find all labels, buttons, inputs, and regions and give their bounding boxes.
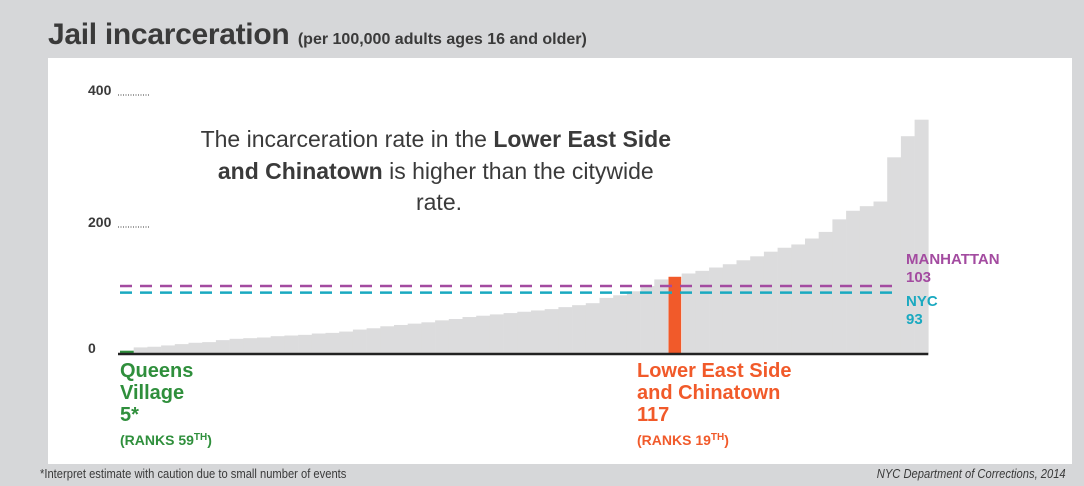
nyc-value: 93 [906,311,923,328]
bar [599,297,614,354]
nyc-label: NYC [906,293,938,310]
bar [517,311,532,354]
bar [859,206,874,354]
lower-east-side-callout: Lower East Side and Chinatown 117 (RANKS… [637,360,792,448]
bar [585,303,600,354]
queens-village-name-line2: Village [120,382,184,404]
bar [887,157,902,354]
bars-group [120,119,929,354]
bar [462,317,477,354]
bar [722,264,737,354]
bar [325,332,340,354]
manhattan-label: MANHATTAN [906,251,1000,268]
bar [654,279,669,354]
bar [873,201,888,354]
bar [202,342,217,354]
y-tick-label-200: 200 [88,214,112,230]
title-subtitle: (per 100,000 adults ages 16 and older) [297,31,587,48]
bar [257,337,271,354]
bar [448,319,463,354]
bar [161,345,176,354]
annotation-text: The incarceration rate in the Lower East… [201,126,678,215]
bar [791,244,806,354]
source-credit: NYC Department of Corrections, 2014 [877,466,1066,481]
bar [270,336,285,354]
y-tick-label-400: 400 [88,82,112,98]
bar [914,119,929,354]
queens-village-callout: Queens Village 5* (RANKS 59TH) [120,360,212,448]
title-main: Jail incarceration [48,18,290,51]
bar [763,251,778,354]
bar-lowest-queens-village [120,350,134,354]
bar [626,291,641,354]
bar [147,346,162,354]
annotation-line2: and Chinatown is higher than the citywid… [218,158,654,184]
bar [900,136,915,354]
bar [407,323,422,354]
queens-village-name-line1: Queens [120,360,193,382]
bar [366,328,381,354]
queens-village-value: 5* [120,404,139,426]
bar [613,295,628,354]
bar [750,256,765,354]
bar [311,333,326,354]
bar [284,335,299,354]
les-value: 117 [637,404,669,426]
les-name-line2: and Chinatown [637,382,780,404]
bar [435,320,450,354]
bar [558,307,573,354]
bar [572,305,587,354]
chart-title: Jail incarceration (per 100,000 adults a… [48,18,587,52]
bar [394,324,408,354]
bar [736,260,751,354]
les-rank: (RANKS 19TH) [637,432,729,448]
bar [421,322,436,354]
bar-highlight-lower-east-side [668,276,682,354]
bar [503,313,518,354]
bar [695,270,710,354]
bar [489,314,504,354]
manhattan-value: 103 [906,269,931,286]
bar [243,338,258,354]
bar [544,309,559,354]
bar [832,219,847,354]
bar [174,344,189,354]
queens-village-rank: (RANKS 59TH) [120,432,212,448]
bar [215,340,230,354]
y-tick-label-0: 0 [88,340,96,356]
annotation-line3: rate. [416,189,462,215]
footnote: *Interpret estimate with caution due to … [40,466,347,481]
bar [640,286,655,354]
chart-svg: 0 200 400 MANHATTAN 103 NYC 93 The incar… [88,82,1000,448]
bar [380,326,395,354]
bar [805,238,819,354]
bar [298,334,313,354]
annotation-line1: The incarceration rate in the Lower East… [201,126,671,152]
bar [352,329,367,354]
bar [339,331,354,354]
bar [476,315,491,354]
chart-panel: 0 200 400 MANHATTAN 103 NYC 93 The incar… [48,58,1072,464]
bar [846,210,861,354]
les-name-line1: Lower East Side [637,360,792,382]
bar [777,247,792,354]
bar [133,347,148,354]
bar [188,342,203,354]
bar [709,267,724,354]
bar [229,338,244,354]
bar [531,310,545,354]
